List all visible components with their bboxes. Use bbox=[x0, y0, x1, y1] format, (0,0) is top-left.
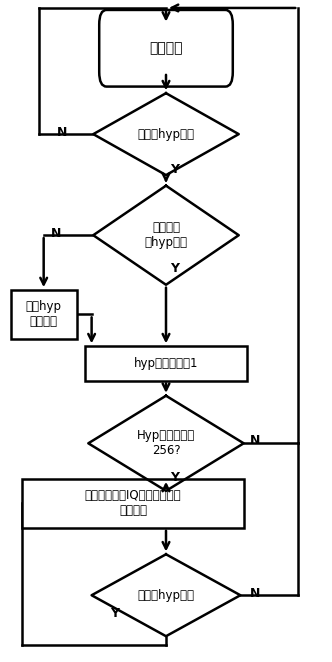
Text: 是否连续
的hyp帧头: 是否连续 的hyp帧头 bbox=[144, 221, 188, 249]
Text: Y: Y bbox=[170, 261, 179, 275]
Text: 检测到hyp帧头: 检测到hyp帧头 bbox=[137, 128, 195, 140]
Bar bbox=[22, 479, 244, 528]
Text: Hyp帧头数达到
256?: Hyp帧头数达到 256? bbox=[137, 429, 195, 457]
Text: Y: Y bbox=[170, 471, 179, 484]
Bar bbox=[11, 290, 77, 339]
Text: 清空hyp
帧头数目: 清空hyp 帧头数目 bbox=[26, 301, 62, 328]
Text: 检测到hyp帧头: 检测到hyp帧头 bbox=[137, 589, 195, 602]
Text: N: N bbox=[51, 226, 61, 240]
Text: Y: Y bbox=[110, 607, 119, 620]
Polygon shape bbox=[93, 93, 239, 175]
Text: 控制字数据，IQ数据（中频信
号数据）: 控制字数据，IQ数据（中频信 号数据） bbox=[85, 489, 181, 518]
Text: N: N bbox=[250, 587, 260, 600]
Polygon shape bbox=[93, 185, 239, 285]
FancyBboxPatch shape bbox=[99, 10, 233, 87]
Text: N: N bbox=[250, 434, 260, 446]
Polygon shape bbox=[88, 396, 244, 491]
Bar bbox=[85, 346, 247, 381]
Text: Y: Y bbox=[170, 163, 179, 175]
Polygon shape bbox=[92, 554, 240, 636]
Text: 上电开始: 上电开始 bbox=[149, 41, 183, 55]
Text: N: N bbox=[57, 126, 67, 139]
Text: hyp帧头数自加1: hyp帧头数自加1 bbox=[134, 357, 198, 370]
